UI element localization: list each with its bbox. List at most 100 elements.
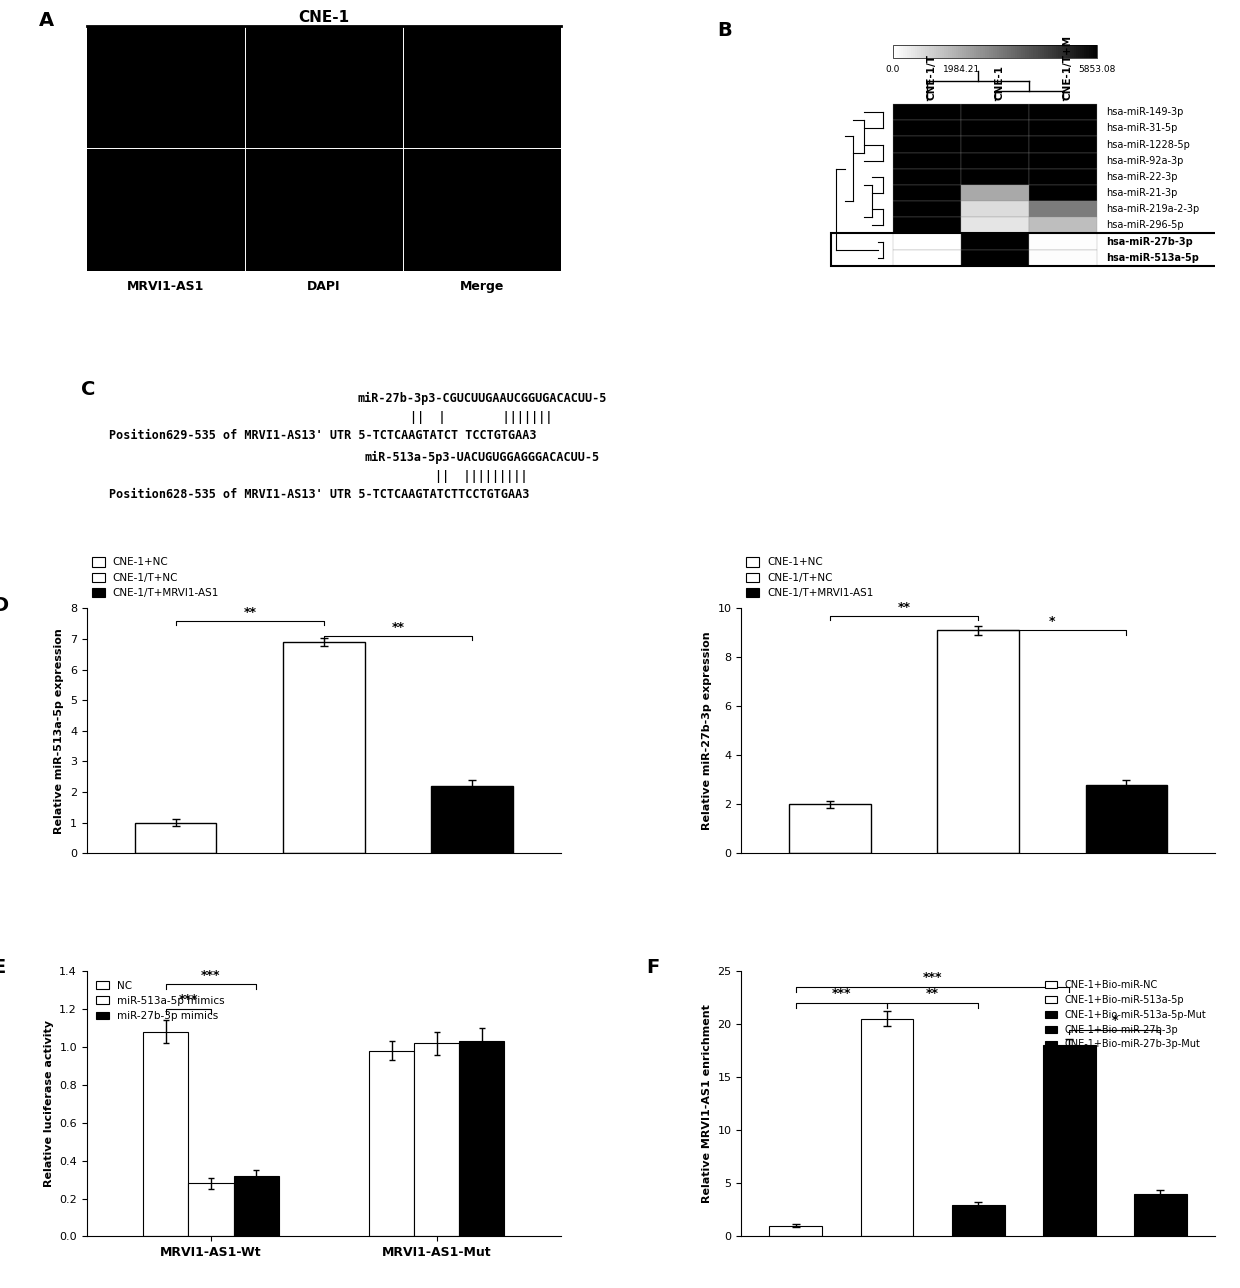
- Bar: [1007, 45, 1009, 58]
- Bar: [1073, 45, 1074, 58]
- Bar: [893, 45, 1096, 58]
- Bar: [893, 169, 961, 185]
- Bar: [1080, 45, 1083, 58]
- Bar: [1050, 45, 1052, 58]
- Bar: [918, 45, 919, 58]
- Bar: [961, 185, 1029, 201]
- Bar: [1029, 233, 1096, 250]
- Bar: [1095, 45, 1096, 58]
- Text: hsa-miR-31-5p: hsa-miR-31-5p: [1106, 124, 1178, 134]
- Bar: [1086, 45, 1089, 58]
- Bar: [991, 45, 993, 58]
- Bar: [952, 1204, 1004, 1236]
- Bar: [930, 45, 931, 58]
- Bar: [899, 45, 901, 58]
- Bar: [414, 1043, 459, 1236]
- Bar: [1043, 1046, 1096, 1236]
- Bar: [1011, 45, 1013, 58]
- Bar: [135, 823, 217, 854]
- Y-axis label: Relative luciferase activity: Relative luciferase activity: [43, 1020, 53, 1188]
- Bar: [961, 250, 1029, 265]
- Legend: NC, miR-513a-5p mimics, miR-27b-3p mimics: NC, miR-513a-5p mimics, miR-27b-3p mimic…: [92, 976, 229, 1025]
- Bar: [144, 1032, 188, 1236]
- Bar: [1042, 45, 1044, 58]
- Bar: [1056, 45, 1058, 58]
- Bar: [1004, 45, 1007, 58]
- Bar: [893, 185, 961, 201]
- Bar: [975, 45, 976, 58]
- Bar: [897, 45, 899, 58]
- Bar: [1029, 120, 1096, 137]
- Text: F: F: [646, 958, 660, 976]
- Bar: [976, 45, 978, 58]
- Bar: [893, 120, 961, 137]
- Bar: [1029, 169, 1096, 185]
- Bar: [1029, 137, 1096, 152]
- Text: miR-27b-3p3-CGUCUUGAAUCGGUGACACUU-5: miR-27b-3p3-CGUCUUGAAUCGGUGACACUU-5: [357, 392, 606, 406]
- Bar: [893, 250, 961, 265]
- Text: E: E: [0, 958, 5, 976]
- Bar: [913, 45, 915, 58]
- Bar: [893, 45, 895, 58]
- Y-axis label: Relative miR-27b-3p expression: Relative miR-27b-3p expression: [702, 631, 712, 831]
- Bar: [987, 45, 988, 58]
- Bar: [370, 1051, 414, 1236]
- Text: hsa-miR-513a-5p: hsa-miR-513a-5p: [1106, 252, 1199, 263]
- Bar: [924, 45, 925, 58]
- Bar: [1135, 1194, 1187, 1236]
- Text: DAPI: DAPI: [308, 281, 341, 294]
- Bar: [1085, 45, 1086, 58]
- Text: hsa-miR-27b-3p: hsa-miR-27b-3p: [1106, 237, 1193, 246]
- Bar: [966, 45, 968, 58]
- Text: hsa-miR-92a-3p: hsa-miR-92a-3p: [1106, 156, 1183, 166]
- Bar: [1054, 45, 1056, 58]
- Bar: [1044, 45, 1045, 58]
- Bar: [961, 104, 1029, 120]
- Bar: [1074, 45, 1076, 58]
- Bar: [961, 120, 1029, 137]
- Text: ***: ***: [832, 988, 851, 1001]
- Bar: [1029, 250, 1096, 265]
- Bar: [1038, 45, 1039, 58]
- Bar: [1068, 45, 1070, 58]
- Bar: [946, 45, 947, 58]
- Bar: [861, 1019, 914, 1236]
- Bar: [959, 45, 960, 58]
- Bar: [941, 45, 944, 58]
- Bar: [1052, 45, 1054, 58]
- Text: 5853.08: 5853.08: [1078, 64, 1115, 73]
- Bar: [1060, 45, 1061, 58]
- Text: A: A: [40, 12, 55, 30]
- Bar: [1070, 45, 1073, 58]
- Text: ***: ***: [923, 971, 942, 984]
- Bar: [901, 45, 903, 58]
- Text: Position629-535 of MRVI1-AS13' UTR 5-TCTCAAGTATCT TCCTGTGAA3: Position629-535 of MRVI1-AS13' UTR 5-TCT…: [109, 429, 537, 442]
- Bar: [1076, 45, 1079, 58]
- Bar: [1048, 45, 1050, 58]
- Text: ***: ***: [201, 969, 221, 981]
- Bar: [993, 45, 994, 58]
- Bar: [1009, 45, 1011, 58]
- Y-axis label: Relative MRVI1-AS1 enrichment: Relative MRVI1-AS1 enrichment: [702, 1005, 712, 1203]
- Text: CNE-1: CNE-1: [994, 66, 1004, 100]
- Bar: [909, 45, 911, 58]
- Bar: [978, 45, 981, 58]
- Bar: [283, 643, 365, 854]
- Text: ***: ***: [179, 993, 198, 1006]
- Bar: [972, 45, 975, 58]
- Bar: [981, 45, 982, 58]
- Bar: [1083, 45, 1085, 58]
- Text: C: C: [81, 380, 95, 399]
- Text: hsa-miR-22-3p: hsa-miR-22-3p: [1106, 171, 1178, 182]
- Bar: [928, 45, 930, 58]
- Y-axis label: Relative miR-513a-5p expression: Relative miR-513a-5p expression: [55, 629, 64, 833]
- Bar: [1085, 784, 1167, 854]
- Bar: [960, 45, 962, 58]
- Bar: [937, 630, 1019, 854]
- Text: miR-513a-5p3-UACUGUGGAGGGACACUU-5: miR-513a-5p3-UACUGUGGAGGGACACUU-5: [365, 451, 599, 465]
- Bar: [947, 45, 950, 58]
- Bar: [1033, 45, 1035, 58]
- Bar: [934, 45, 936, 58]
- Bar: [1039, 45, 1042, 58]
- Bar: [893, 233, 961, 250]
